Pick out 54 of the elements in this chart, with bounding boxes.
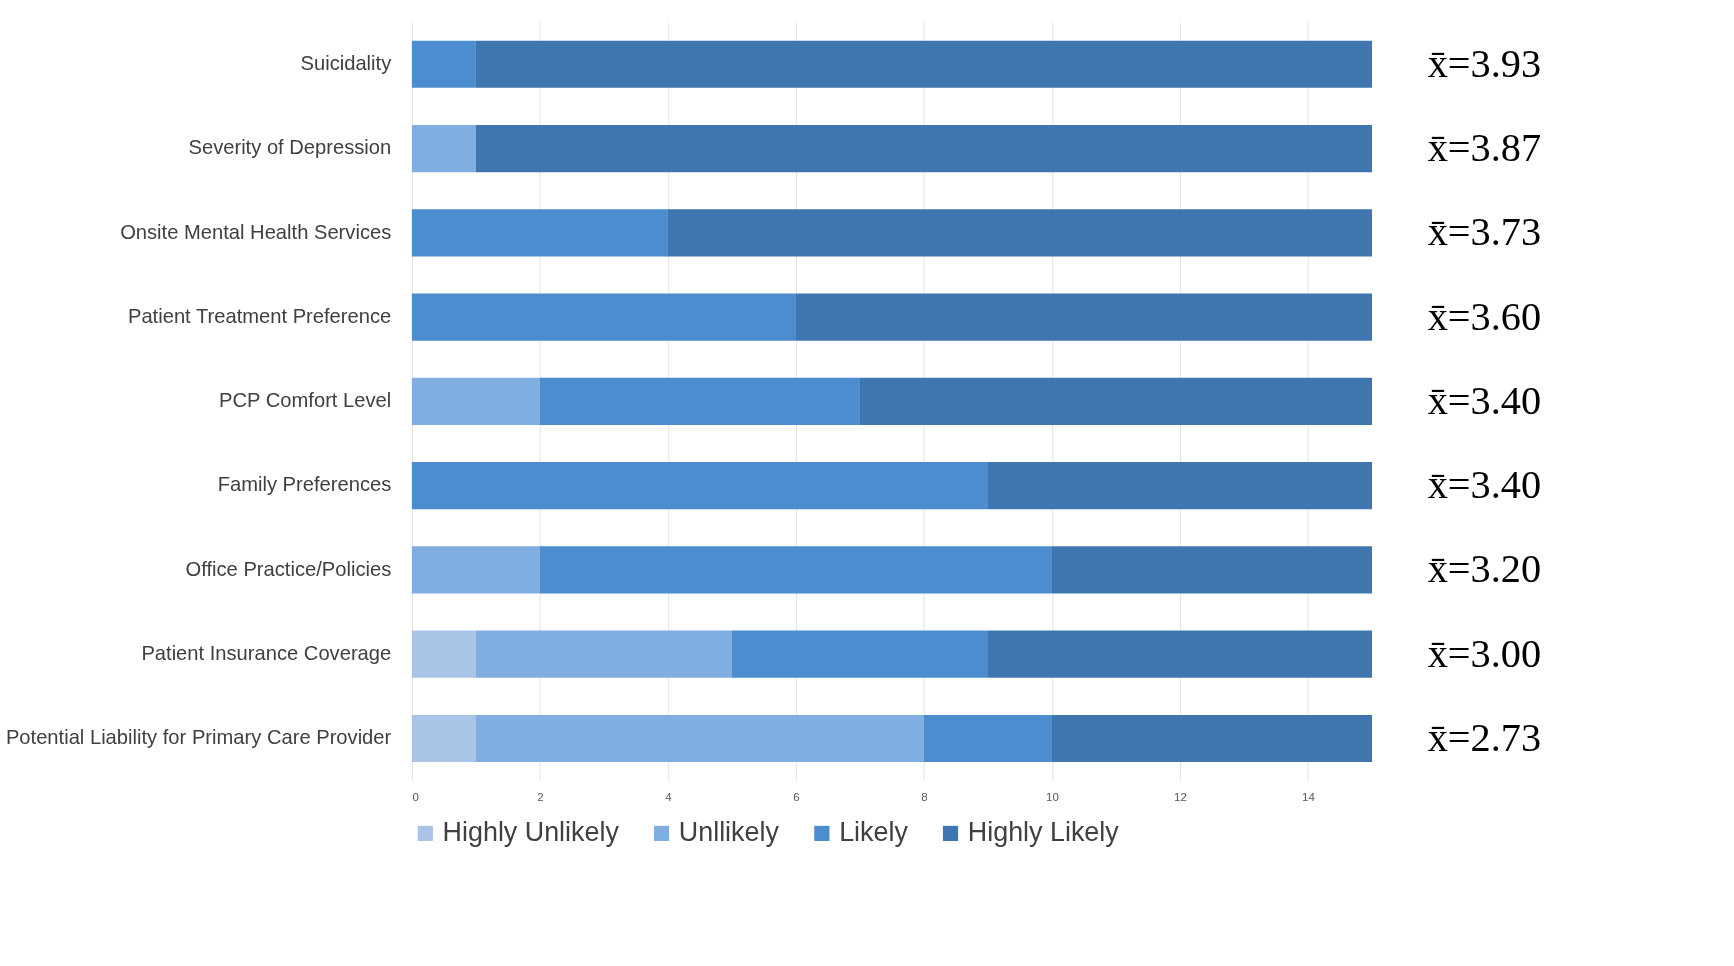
bar: [411, 209, 668, 257]
text: x̄=3.93: [1427, 40, 1542, 86]
bar: [411, 630, 476, 678]
x-tick-label: 4: [665, 791, 673, 804]
x-tick-label: 2: [537, 791, 544, 804]
x-tick-label: 14: [1302, 791, 1316, 804]
bar: [667, 209, 1373, 257]
bar: [539, 546, 1052, 594]
text: x̄=3.60: [1427, 293, 1542, 339]
bar: [987, 630, 1373, 678]
bar: [859, 377, 1373, 425]
y-tick-label: Office Practice/Policies: [185, 557, 392, 580]
text: x̄=3.40: [1427, 377, 1542, 423]
bar: [411, 377, 540, 425]
bar: [411, 546, 540, 594]
bar: [923, 714, 1052, 763]
legend-label: Highly Unlikely: [442, 817, 620, 848]
text: x̄=3.00: [1427, 630, 1542, 676]
bar: [475, 40, 1373, 88]
bar: [795, 293, 1373, 341]
y-tick-label: Severity of Depression: [188, 136, 392, 159]
bar: [475, 630, 732, 678]
y-tick-label: Potential Liability for Primary Care Provider: [5, 726, 392, 749]
text: x̄=3.87: [1427, 125, 1542, 171]
bar: [475, 714, 924, 763]
bar: [411, 462, 988, 510]
x-tick-label: 12: [1174, 791, 1187, 804]
x-tick-label: 6: [793, 791, 800, 804]
text: x̄=3.73: [1427, 209, 1542, 255]
bar: [411, 40, 476, 88]
text: x̄=3.40: [1427, 462, 1542, 508]
bar: [411, 714, 476, 763]
legend-label: Likely: [839, 817, 909, 848]
bar: [411, 293, 796, 341]
bar: [539, 377, 860, 425]
legend-label: Unllikely: [678, 817, 780, 848]
x-tick-label: 10: [1046, 791, 1059, 804]
bar: [987, 462, 1373, 510]
bar: [475, 124, 1373, 173]
x-tick-label: 0: [412, 791, 419, 804]
y-tick-label: PCP Comfort Level: [219, 389, 392, 412]
y-tick-label: Suicidality: [300, 52, 393, 75]
y-tick-label: Onsite Mental Health Services: [120, 220, 392, 243]
bar: [731, 630, 988, 678]
x-tick-label: 8: [921, 791, 928, 804]
y-tick-label: Family Preferences: [217, 473, 392, 496]
bar: [1051, 546, 1373, 594]
text: x̄=2.73: [1427, 714, 1542, 760]
y-tick-label: Patient Treatment Preference: [127, 304, 392, 327]
text: x̄=3.20: [1427, 546, 1542, 592]
y-tick-label: Patient Insurance Coverage: [141, 641, 392, 664]
bar: [411, 124, 476, 173]
legend-label: Highly Likely: [967, 817, 1120, 848]
bar: [1051, 714, 1373, 763]
